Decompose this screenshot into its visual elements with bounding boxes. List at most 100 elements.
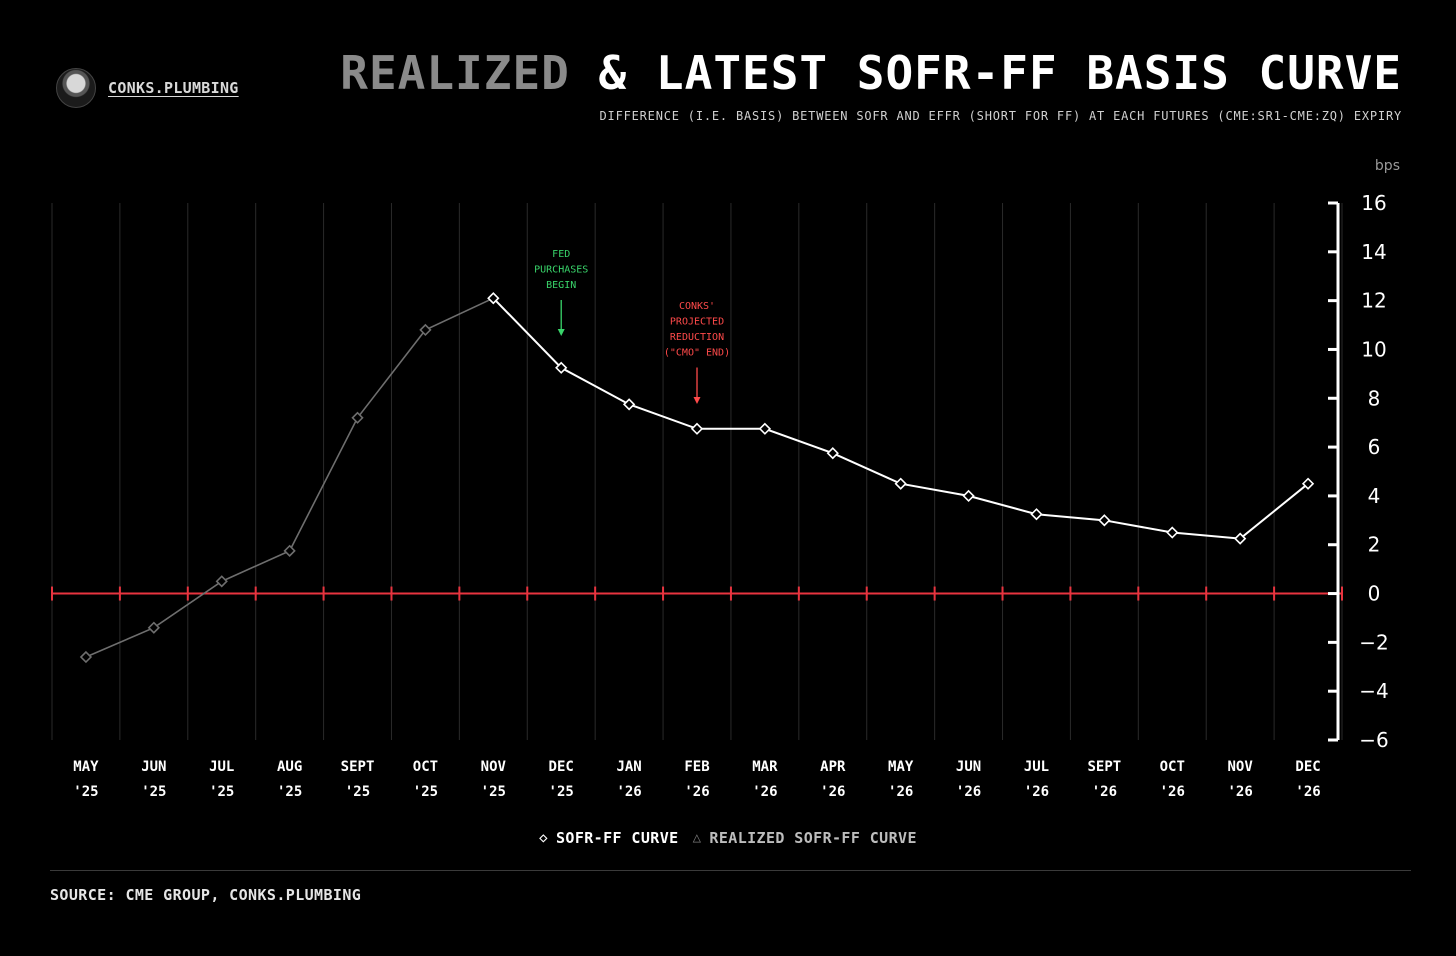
x-tick-label-year: '26 (1228, 784, 1253, 800)
legend-item-realized-curve[interactable]: △ REALIZED SOFR-FF CURVE (693, 829, 917, 847)
legend: ◇ SOFR-FF CURVE △ REALIZED SOFR-FF CURVE (0, 829, 1456, 847)
y-tick-label: 0 (1368, 582, 1381, 606)
x-tick-label-month: MAR (752, 759, 778, 775)
curve-point (1166, 526, 1179, 539)
annotation-text: BEGIN (546, 280, 576, 291)
zero-line-layer (51, 586, 1343, 601)
realized-point (351, 411, 364, 424)
x-tick-label-year: '26 (684, 784, 709, 800)
x-axis-labels: MAY '25 JUN '25 JUL '25 AUG '25 SEPT '25 OCT '25 NOV… (73, 759, 1320, 800)
chart-canvas: 16 14 12 10 8 6 4 2 0 −2 −4 −6 MAY '25 JUN '25 JUL '25 AU… (51, 191, 1389, 800)
x-tick-label-year: '26 (616, 784, 641, 800)
x-tick-label-month: JUN (141, 759, 166, 775)
y-tick-label: 6 (1368, 435, 1381, 459)
x-tick-label-year: '25 (549, 784, 574, 800)
x-tick-label-year: '26 (1024, 784, 1049, 800)
grid-layer (51, 203, 1343, 740)
x-tick-label-year: '25 (141, 784, 166, 800)
curve-point (758, 422, 772, 435)
x-tick-label-month: DEC (549, 759, 574, 775)
legend-label: REALIZED SOFR-FF CURVE (709, 829, 917, 847)
x-tick-label-year: '26 (820, 784, 845, 800)
sofr-ff-curve-line (492, 297, 1309, 540)
source-note: SOURCE: CME GROUP, CONKS.PLUMBING (50, 886, 362, 904)
chart-title-realized: REALIZED (340, 46, 570, 100)
annotation-arrow-head (557, 329, 565, 336)
footer-divider (50, 870, 1411, 871)
legend-item-sofr-ff-curve[interactable]: ◇ SOFR-FF CURVE (539, 829, 678, 847)
annotation-arrow-head (693, 397, 701, 404)
x-tick-label-year: '26 (752, 784, 777, 800)
x-tick-label-year: '26 (1295, 784, 1320, 800)
y-axis-layer: 16 14 12 10 8 6 4 2 0 −2 −4 −6 (1328, 191, 1389, 752)
realized-curve-line (85, 297, 494, 658)
x-tick-label-year: '26 (888, 784, 913, 800)
annotation-text: CONKS' (679, 301, 715, 312)
curve-point (622, 398, 636, 411)
x-tick-label-month: DEC (1295, 759, 1320, 775)
y-axis-unit: bps (1374, 158, 1400, 174)
x-tick-label-year: '26 (956, 784, 981, 800)
x-tick-label-month: FEB (684, 759, 709, 775)
brand: CONKS.PLUMBING (56, 68, 239, 108)
x-tick-label-month: MAY (888, 759, 914, 775)
x-tick-label-month: JUN (956, 759, 981, 775)
curve-point (487, 292, 500, 305)
diamond-marker-icon: ◇ (539, 830, 548, 846)
y-tick-label: 8 (1368, 386, 1381, 410)
curve-point (826, 447, 839, 460)
series-layer (79, 292, 1315, 664)
x-tick-label-month: SEPT (341, 759, 375, 775)
y-tick-label: 16 (1361, 191, 1386, 215)
x-tick-label-month: AUG (277, 759, 302, 775)
avatar (56, 68, 96, 108)
y-tick-label: 10 (1361, 337, 1386, 361)
x-tick-label-year: '25 (73, 784, 98, 800)
x-tick-label-year: '25 (209, 784, 234, 800)
curve-point (690, 422, 704, 435)
y-tick-label: −2 (1359, 630, 1388, 654)
x-tick-label-year: '25 (481, 784, 506, 800)
x-tick-label-year: '26 (1160, 784, 1185, 800)
x-tick-label-month: SEPT (1088, 759, 1122, 775)
x-tick-label-month: JUL (209, 759, 234, 775)
y-tick-label: 14 (1361, 240, 1386, 264)
y-tick-label: 2 (1368, 533, 1381, 557)
x-tick-label-month: OCT (413, 759, 438, 775)
curve-point (962, 489, 975, 503)
x-tick-label-year: '25 (413, 784, 438, 800)
realized-point (147, 621, 160, 634)
chart-subtitle: DIFFERENCE (I.E. BASIS) BETWEEN SOFR AND… (599, 109, 1402, 123)
x-tick-label-month: NOV (1228, 759, 1254, 775)
realized-point (79, 650, 93, 664)
x-tick-label-month: APR (820, 759, 846, 775)
curve-point (1098, 514, 1111, 527)
curve-point (1234, 532, 1247, 545)
chart-title-main: & LATEST SOFR-FF BASIS CURVE (598, 46, 1402, 100)
annotation-layer: FED PURCHASES BEGIN CONKS' PROJECTED REDUCTIO… (534, 249, 730, 404)
realized-point (215, 575, 228, 588)
annotation-text: FED (552, 249, 570, 260)
x-tick-label-month: OCT (1160, 759, 1185, 775)
curve-point (555, 361, 568, 374)
y-tick-label: −6 (1359, 728, 1388, 752)
y-tick-label: 4 (1368, 484, 1381, 508)
x-tick-label-year: '25 (345, 784, 370, 800)
curve-point (894, 477, 907, 490)
chart-title: REALIZED & LATEST SOFR-FF BASIS CURVE (340, 48, 1402, 99)
curve-point (1030, 508, 1043, 521)
x-tick-label-month: JAN (616, 759, 641, 775)
realized-point (419, 323, 432, 337)
brand-link[interactable]: CONKS.PLUMBING (108, 79, 239, 97)
curve-point (1301, 477, 1315, 490)
x-tick-label-month: NOV (481, 759, 507, 775)
y-tick-label: −4 (1359, 679, 1388, 703)
annotation-text: PURCHASES (534, 265, 588, 276)
x-tick-label-year: '26 (1092, 784, 1117, 800)
triangle-marker-icon: △ (692, 830, 702, 846)
x-tick-label-month: JUL (1024, 759, 1049, 775)
x-tick-label-year: '25 (277, 784, 302, 800)
annotation-text: ("CMO" END) (664, 348, 730, 359)
x-tick-label-month: MAY (73, 759, 99, 775)
legend-label: SOFR-FF CURVE (555, 829, 679, 847)
